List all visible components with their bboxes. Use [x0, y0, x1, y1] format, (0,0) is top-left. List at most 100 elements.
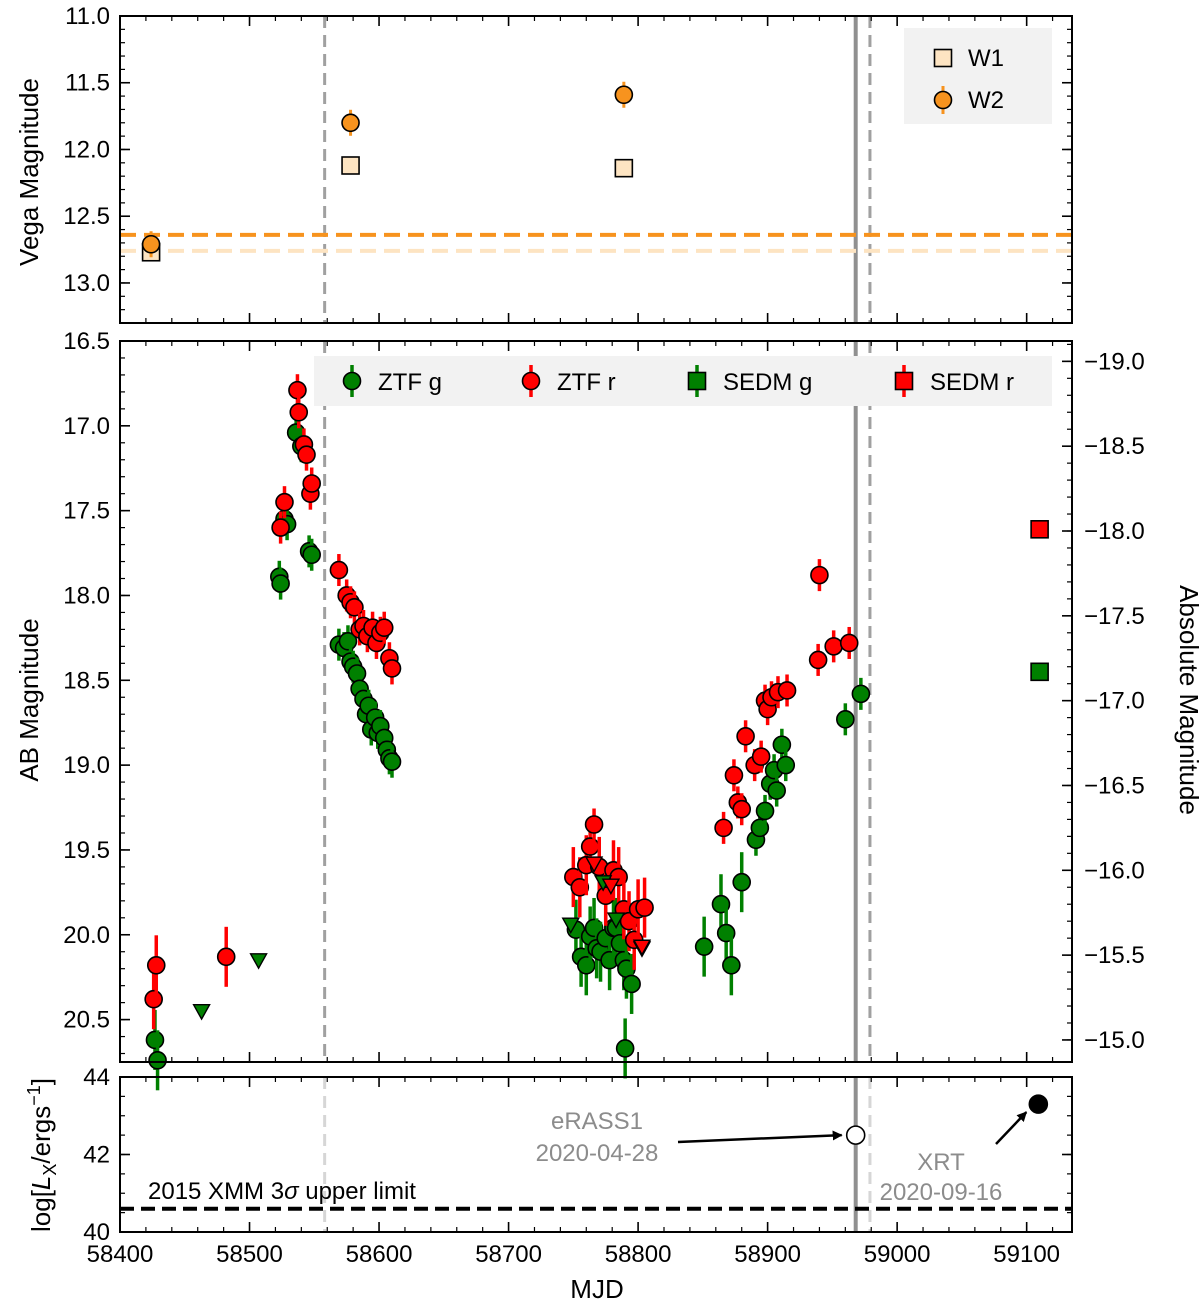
data-point-ztf-r: [374, 618, 394, 638]
x-tick-label: 58800: [605, 1241, 672, 1268]
panel-frame: [119, 15, 1073, 324]
panel-top-wise: 11.0 11.5 12.0 12.5 13.0 W1 W2: [63, 3, 1073, 324]
data-point-ztf-g: [302, 545, 321, 565]
data-point-ztf-g-upper-limit: [606, 912, 626, 929]
right-y-tick-label: −16.0: [1084, 857, 1145, 884]
legend-label-ztf-r: ZTF r: [557, 369, 616, 396]
y-tick-label: 40: [83, 1219, 110, 1246]
data-point-ztf-r: [302, 474, 321, 493]
data-point-ztf-r: [382, 659, 402, 678]
y-tick-label: 44: [83, 1064, 110, 1091]
data-point-ztf-r: [329, 560, 349, 580]
legend-marker-sedm-g: [687, 371, 707, 391]
y-tick-label: 20.5: [63, 1007, 110, 1034]
right-y-tick-label: −18.0: [1084, 518, 1145, 545]
data-point-ztf-g: [615, 1039, 635, 1058]
data-point-w2: [141, 234, 161, 254]
data-point-ztf-g: [851, 684, 871, 704]
data-point-ztf-g: [148, 1051, 167, 1070]
data-point-ztf-g-upper-limit: [249, 953, 268, 970]
y-tick-label: 11.0: [65, 3, 110, 30]
data-point-w2: [341, 113, 360, 133]
data-point-ztf-r: [732, 799, 752, 819]
data-point-ztf-r: [751, 747, 771, 766]
legend-top-bg: [904, 28, 1052, 124]
data-point-ztf-r: [635, 898, 654, 917]
middle-right-y-axis-label: Absolute Magnitude: [1174, 585, 1200, 815]
data-point-ztf-r: [345, 598, 364, 617]
y-tick-label: 12.0: [63, 136, 110, 163]
xrt-date-label: 2020-09-16: [880, 1179, 1003, 1206]
data-point-ztf-r: [810, 565, 829, 585]
panel-bottom-xray: 40 42 44 58400 58500 58600 58700 58800 58900 5900…: [83, 1064, 1073, 1268]
data-point-ztf-g: [836, 710, 855, 729]
x-tick-label: 58400: [87, 1241, 154, 1268]
x-tick-label: 58700: [475, 1241, 542, 1268]
data-point-ztf-g: [145, 1030, 165, 1050]
y-tick-label: 19.5: [63, 837, 110, 864]
data-point-ztf-r: [736, 726, 755, 746]
data-point-ztf-r: [824, 637, 843, 656]
y-tick-label: 11.5: [65, 70, 110, 97]
middle-y-axis-label: AB Magnitude: [14, 618, 44, 781]
panel-frame: [119, 340, 1073, 1063]
right-y-tick-label: −15.5: [1084, 942, 1145, 969]
data-point-ztf-r: [584, 815, 604, 834]
data-point-ztf-g: [776, 755, 796, 775]
data-point-ztf-r: [580, 837, 600, 856]
legend-marker-w1: [933, 48, 953, 68]
data-point-ztf-r: [714, 818, 733, 838]
y-tick-label: 18.0: [63, 582, 110, 609]
x-tick-label: 59100: [993, 1241, 1060, 1268]
x-tick-label: 58500: [216, 1241, 283, 1268]
data-point-ztf-g: [271, 574, 290, 593]
panel-middle-optical: 16.5 17.0 17.5 18.0 18.5 19.0 19.5 20.0 20.5 −19.…: [63, 328, 1145, 1091]
data-point-ztf-r: [297, 445, 316, 464]
top-y-axis-label: Vega Magnitude: [14, 78, 44, 266]
erass-arrow: [677, 1130, 843, 1144]
x-tick-label: 58900: [734, 1241, 801, 1268]
erass-name-label: eRASS1: [551, 1108, 643, 1135]
legend-middle-bg: [314, 356, 1052, 406]
legend-label-sedm-r: SEDM r: [930, 369, 1014, 396]
data-point-ztf-g: [382, 752, 402, 772]
data-point-ztf-r-upper-limit: [601, 878, 621, 896]
right-y-tick-label: −15.0: [1084, 1027, 1145, 1054]
y-tick-label: 19.0: [63, 752, 110, 779]
data-point-ztf-g: [722, 956, 741, 975]
right-y-tick-label: −18.5: [1084, 433, 1145, 460]
y-tick-label: 20.0: [63, 922, 110, 949]
data-point-ztf-g: [732, 872, 752, 892]
right-y-tick-label: −17.5: [1084, 603, 1145, 630]
erass-date-label: 2020-04-28: [536, 1140, 659, 1167]
data-point-ztf-r-upper-limit: [632, 939, 652, 957]
xrt-name-label: XRT: [917, 1149, 965, 1176]
right-y-tick-label: −19.0: [1084, 348, 1145, 375]
y-tick-label: 17.0: [63, 413, 110, 440]
data-point-erass1: [845, 1125, 866, 1145]
data-point-ztf-r: [288, 380, 307, 400]
right-y-tick-label: −17.0: [1084, 688, 1145, 715]
data-point-ztf-r: [271, 518, 290, 537]
bottom-y-axis-label: log[LX/ergs−1]: [24, 1078, 60, 1232]
data-point-ztf-g: [772, 735, 792, 755]
legend-marker-sedm-r: [894, 371, 914, 391]
data-point-w2: [614, 85, 634, 105]
xrt-arrow: [995, 1111, 1028, 1145]
data-point-ztf-g-upper-limit: [561, 917, 580, 935]
legend-middle: ZTF g ZTF r SEDM g SEDM r: [314, 356, 1052, 406]
data-point-ztf-r-upper-limit: [584, 856, 604, 873]
xmm-limit-label: 2015 XMM 3σ upper limit: [148, 1178, 416, 1205]
data-point-ztf-g-upper-limit: [192, 1004, 211, 1021]
data-point-ztf-r: [146, 956, 166, 975]
legend-top: W1 W2: [904, 28, 1052, 124]
legend-label-sedm-g: SEDM g: [723, 369, 812, 396]
right-y-tick-label: −16.5: [1084, 772, 1145, 799]
x-tick-label: 58600: [346, 1241, 413, 1268]
legend-marker-ztf-g: [342, 371, 362, 391]
x-axis-label: MJD: [570, 1274, 623, 1304]
y-tick-label: 16.5: [63, 328, 110, 355]
data-point-ztf-g: [622, 974, 641, 994]
legend-marker-ztf-r: [521, 371, 541, 391]
